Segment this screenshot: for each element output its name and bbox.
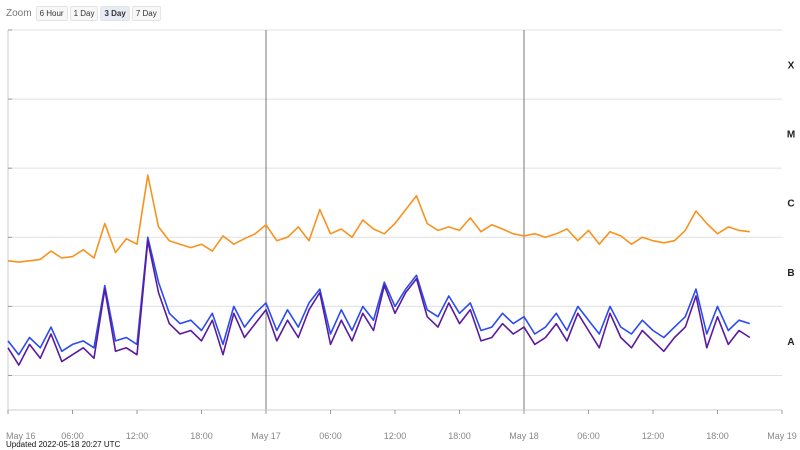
series-group [7, 174, 751, 366]
x-tick-label: May 17 [251, 431, 281, 441]
series-line-3 [7, 239, 751, 366]
x-tick-label: May 19 [767, 431, 797, 441]
series-line-2 [7, 236, 751, 356]
axis-labels: May 16 06:00 12:00 18:00 May 17 06:00 12:00 18:… [6, 61, 797, 441]
x-tick-label: 12:00 [642, 431, 665, 441]
grid-lines [7, 29, 782, 411]
class-label: A [787, 337, 794, 348]
x-tick-label: 12:00 [126, 431, 149, 441]
updated-timestamp: Updated 2022-05-18 20:27 UTC [6, 440, 121, 449]
class-label: M [787, 130, 795, 141]
zoom-1day-button[interactable]: 1 Day [69, 5, 99, 21]
class-label: B [787, 268, 794, 279]
zoom-3day-button[interactable]: 3 Day [100, 5, 130, 21]
x-tick-label: 06:00 [577, 431, 600, 441]
class-label: C [787, 199, 794, 210]
x-tick-label: May 16 [6, 431, 36, 441]
x-tick-label: May 18 [509, 431, 539, 441]
x-tick-label: 12:00 [384, 431, 407, 441]
zoom-label: Zoom [6, 7, 32, 19]
x-tick-label: 18:00 [706, 431, 729, 441]
zoom-bar: Zoom 6 Hour 1 Day 3 Day 7 Day [6, 4, 163, 22]
zoom-6hour-button[interactable]: 6 Hour [35, 5, 68, 21]
x-tick-label: 18:00 [448, 431, 471, 441]
x-tick-label: 06:00 [319, 431, 342, 441]
x-tick-label: 18:00 [190, 431, 213, 441]
class-label: X [788, 61, 795, 72]
series-line-1 [7, 174, 750, 263]
x-tick-label: 06:00 [61, 431, 84, 441]
zoom-7day-button[interactable]: 7 Day [131, 5, 161, 21]
